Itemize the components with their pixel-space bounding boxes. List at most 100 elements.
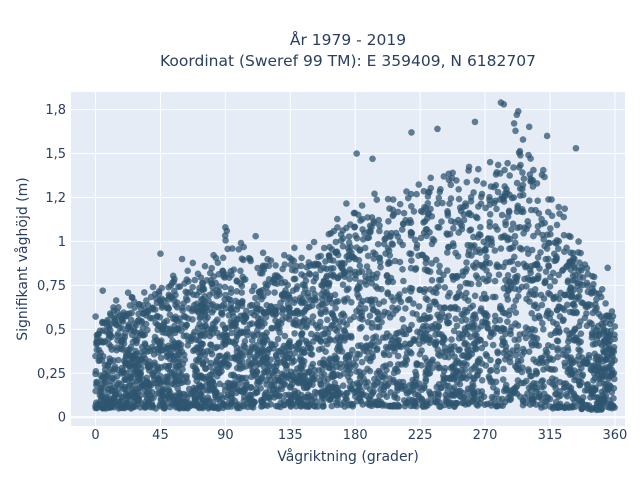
data-point: [145, 399, 153, 407]
data-point: [408, 257, 415, 264]
data-point: [458, 375, 465, 382]
data-point: [534, 254, 542, 261]
chart-title-line1: År 1979 - 2019: [290, 30, 406, 49]
data-point: [410, 300, 417, 307]
data-point: [489, 341, 497, 349]
data-point: [487, 356, 494, 364]
data-point: [545, 289, 552, 297]
data-point: [409, 376, 417, 384]
data-point: [215, 352, 223, 360]
data-point: [476, 261, 484, 269]
outlier-point: [514, 108, 522, 115]
data-point: [486, 193, 493, 201]
data-point: [444, 212, 452, 219]
data-point: [356, 325, 364, 332]
data-point: [410, 335, 418, 343]
data-point: [554, 337, 562, 345]
data-point: [500, 365, 507, 373]
data-point: [463, 259, 470, 266]
data-point: [483, 241, 491, 249]
data-point: [268, 278, 276, 286]
data-point: [583, 322, 591, 330]
data-point: [100, 385, 108, 392]
data-point: [252, 294, 259, 302]
data-point: [196, 383, 204, 390]
data-point: [494, 188, 502, 196]
data-point: [346, 247, 353, 255]
y-tick-label: 0,75: [37, 279, 66, 294]
data-point: [449, 363, 456, 371]
data-point: [441, 304, 449, 312]
data-point: [161, 362, 169, 370]
data-point: [456, 359, 463, 367]
data-point: [530, 232, 537, 240]
data-point: [419, 251, 427, 259]
data-point: [266, 395, 273, 403]
data-point: [446, 289, 453, 297]
data-point: [253, 385, 260, 393]
data-point: [210, 251, 217, 259]
data-point: [337, 401, 345, 408]
data-point: [555, 203, 562, 211]
data-point: [102, 394, 110, 402]
data-point: [242, 315, 249, 322]
data-point: [428, 260, 436, 267]
data-point: [406, 250, 413, 257]
data-point: [437, 403, 444, 410]
data-point: [180, 404, 187, 412]
data-point: [349, 253, 356, 261]
data-point: [110, 397, 117, 405]
data-point: [341, 269, 349, 276]
data-point: [120, 336, 128, 344]
data-point: [320, 395, 328, 403]
data-point: [253, 342, 260, 349]
chart-title-line2: Koordinat (Sweref 99 TM): E 359409, N 61…: [160, 52, 536, 70]
data-point: [387, 233, 394, 240]
data-point: [310, 278, 318, 285]
data-point: [482, 362, 490, 369]
data-point: [461, 294, 469, 302]
data-point: [298, 310, 305, 317]
data-point: [401, 383, 408, 390]
data-point: [464, 323, 472, 330]
data-point: [516, 223, 524, 231]
data-point: [547, 225, 554, 232]
data-point: [545, 263, 552, 270]
data-point: [310, 296, 317, 304]
data-point: [594, 394, 602, 401]
data-point: [132, 366, 140, 374]
data-point: [561, 248, 568, 255]
data-point: [334, 396, 341, 403]
data-point: [526, 197, 533, 204]
data-point: [274, 335, 282, 343]
data-point: [444, 267, 451, 274]
data-point: [151, 290, 159, 298]
data-point: [214, 316, 221, 324]
data-point: [535, 393, 543, 401]
data-point: [105, 329, 113, 337]
data-point: [535, 272, 542, 280]
data-point: [260, 355, 267, 363]
data-point: [507, 395, 515, 403]
data-point: [306, 368, 313, 375]
data-point: [406, 340, 414, 348]
data-point: [605, 340, 612, 348]
data-point: [191, 372, 199, 379]
data-point: [222, 305, 230, 312]
data-point: [320, 287, 328, 295]
data-point: [427, 336, 434, 344]
data-point: [270, 345, 277, 352]
data-point: [491, 277, 499, 285]
data-point: [231, 373, 238, 380]
data-point: [467, 198, 475, 205]
data-point: [165, 391, 173, 398]
data-point: [582, 301, 590, 309]
data-point: [175, 283, 182, 291]
data-point: [483, 267, 490, 274]
data-point: [295, 339, 303, 346]
x-tick-label: 45: [152, 428, 169, 443]
data-point: [472, 345, 480, 353]
data-point: [346, 275, 353, 283]
data-point: [281, 251, 288, 259]
data-point: [349, 346, 356, 354]
